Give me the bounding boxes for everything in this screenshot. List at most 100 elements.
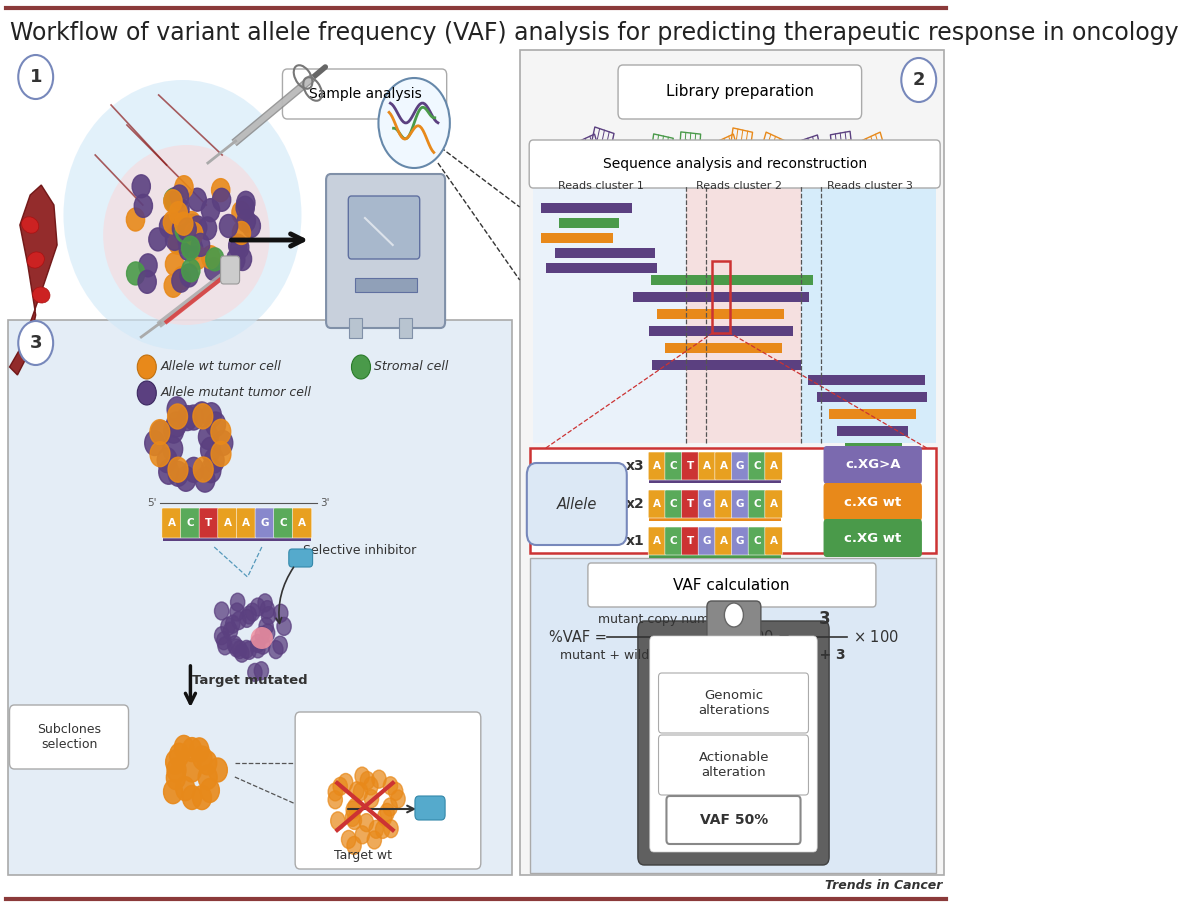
Text: C: C [754,499,761,509]
Text: C: C [186,518,194,528]
FancyBboxPatch shape [682,527,698,555]
Circle shape [145,431,164,455]
Circle shape [190,738,209,762]
Circle shape [220,214,238,237]
Text: 3: 3 [30,334,42,352]
Bar [650,275,814,285]
Bar [400,318,412,338]
Circle shape [151,421,170,445]
Text: Reads cluster 3: Reads cluster 3 [827,181,912,191]
Circle shape [242,642,257,660]
Circle shape [178,218,197,241]
Text: T: T [686,536,694,546]
Circle shape [175,220,193,243]
Text: Target wt: Target wt [335,849,392,862]
FancyBboxPatch shape [698,490,715,518]
Circle shape [193,404,212,429]
Circle shape [239,641,253,658]
Circle shape [240,609,254,627]
Circle shape [184,457,204,482]
Text: C: C [670,461,678,471]
Circle shape [192,786,211,810]
Circle shape [202,403,221,428]
Circle shape [389,782,403,800]
Circle shape [175,225,193,248]
Text: Genomic
alterations: Genomic alterations [698,689,769,717]
Bar [656,310,784,319]
Circle shape [169,202,187,224]
Bar [634,292,809,301]
Circle shape [347,836,361,854]
FancyBboxPatch shape [10,705,128,769]
Circle shape [181,236,199,259]
Circle shape [254,662,269,680]
FancyBboxPatch shape [348,196,420,259]
Circle shape [205,412,226,437]
Circle shape [172,269,190,292]
Circle shape [137,355,156,379]
Circle shape [198,424,218,450]
Bar [520,50,944,875]
Circle shape [230,594,245,611]
Circle shape [173,266,191,290]
Bar [559,218,619,228]
Ellipse shape [251,627,272,649]
Circle shape [138,271,156,293]
Circle shape [242,606,257,624]
Circle shape [150,420,169,444]
FancyBboxPatch shape [199,508,218,538]
Text: A: A [720,499,727,509]
FancyBboxPatch shape [529,140,940,188]
Circle shape [260,624,275,642]
Circle shape [192,402,211,427]
FancyBboxPatch shape [665,490,683,518]
Circle shape [193,746,212,770]
Circle shape [163,780,182,804]
Circle shape [168,231,186,254]
Circle shape [175,776,194,801]
Bar [808,376,925,385]
Text: A: A [653,536,661,546]
Circle shape [331,812,344,830]
Text: Library preparation: Library preparation [666,84,814,100]
Text: Subclones
selection: Subclones selection [37,723,101,751]
Text: A: A [769,536,778,546]
Circle shape [355,767,370,786]
Circle shape [370,820,383,838]
Circle shape [167,412,186,437]
Text: mutant + wild type copy number: mutant + wild type copy number [560,649,768,662]
Bar [546,263,656,272]
FancyBboxPatch shape [823,483,922,521]
Ellipse shape [23,325,41,341]
Ellipse shape [103,145,270,325]
Text: Reads cluster 1: Reads cluster 1 [558,181,644,191]
Text: Target mutated: Target mutated [192,673,307,687]
Circle shape [348,798,362,816]
Circle shape [384,820,398,838]
Circle shape [166,227,184,251]
Circle shape [126,262,145,285]
Bar [355,278,416,292]
Circle shape [163,211,181,233]
Circle shape [181,259,200,281]
Circle shape [352,355,371,379]
Circle shape [164,190,182,213]
Text: Allele: Allele [557,497,596,511]
FancyBboxPatch shape [659,735,809,795]
Text: T: T [686,499,694,509]
Circle shape [230,236,248,259]
Circle shape [212,188,230,212]
Bar [652,360,802,370]
Circle shape [188,216,206,239]
FancyBboxPatch shape [707,601,761,643]
Circle shape [160,214,178,238]
Circle shape [176,466,196,491]
Circle shape [166,252,184,276]
Circle shape [191,233,210,256]
Text: Allele wt tumor cell: Allele wt tumor cell [161,360,281,374]
Circle shape [204,448,224,473]
Circle shape [346,808,360,826]
Circle shape [157,448,178,472]
FancyBboxPatch shape [823,519,922,557]
Text: Sample analysis: Sample analysis [308,87,421,101]
